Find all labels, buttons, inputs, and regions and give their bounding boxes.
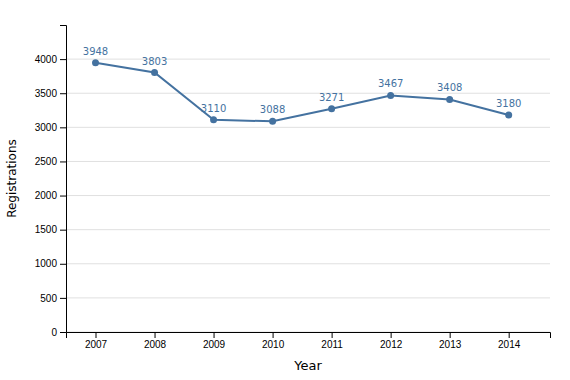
grid-line — [66, 127, 550, 128]
point — [387, 92, 394, 99]
tick-label: 2013 — [439, 339, 462, 350]
data-label: 3948 — [83, 46, 108, 57]
grid-line — [66, 263, 550, 264]
tick: 2008 — [144, 332, 167, 350]
tick: 1000 — [35, 258, 66, 269]
tick: 2500 — [35, 156, 66, 167]
tick-label: 1000 — [35, 258, 58, 269]
tick: 3000 — [35, 122, 66, 133]
point — [505, 112, 512, 119]
x-axis-title: Year — [293, 358, 322, 373]
grid-line — [66, 297, 550, 298]
grid-line — [66, 161, 550, 162]
data-labels: 3948 3803 3110 3088 3271 3467 3408 3180 — [83, 46, 522, 116]
tick: 2012 — [380, 332, 403, 350]
marks — [92, 59, 512, 125]
data-label: 3110 — [201, 103, 226, 114]
tick-label: 2009 — [203, 339, 226, 350]
x-axis: 2007 2008 2009 2010 2011 2012 2013 2014 — [67, 332, 551, 350]
tick-mark — [60, 332, 66, 333]
axis-line — [60, 26, 67, 333]
tick-label: 2011 — [321, 339, 343, 350]
grid-line — [66, 93, 550, 94]
tick: 1500 — [35, 224, 66, 235]
tick-label: 500 — [40, 293, 57, 304]
plot: 2007 2008 2009 2010 2011 2012 2013 2014 0 500 1000… — [35, 26, 551, 351]
tick: 4000 — [35, 54, 66, 65]
tick: 2014 — [498, 332, 521, 350]
tick-mark — [60, 196, 66, 197]
tick: 2011 — [321, 332, 343, 350]
point — [92, 59, 99, 66]
tick-mark — [60, 298, 66, 299]
data-label: 3088 — [260, 104, 285, 115]
tick-label: 2008 — [144, 339, 167, 350]
tick-mark — [60, 230, 66, 231]
data-label: 3803 — [142, 56, 167, 67]
tick: 3500 — [35, 88, 66, 99]
tick: 2007 — [85, 332, 108, 350]
tick: 2013 — [439, 332, 462, 350]
tick: 2000 — [35, 190, 66, 201]
tick-mark — [450, 332, 451, 338]
tick-mark — [60, 161, 66, 162]
data-label: 3467 — [378, 78, 403, 89]
tick: 0 — [51, 327, 66, 338]
tick-mark — [332, 332, 333, 338]
point — [210, 116, 217, 123]
grid-line — [66, 229, 550, 230]
y-axis-title: Registrations — [5, 139, 19, 218]
grid-line — [66, 195, 550, 196]
tick-label: 3000 — [35, 122, 58, 133]
point — [328, 105, 335, 112]
tick: 2009 — [203, 332, 226, 350]
tick-label: 2007 — [85, 339, 108, 350]
grid-line — [66, 59, 550, 60]
tick-mark — [60, 93, 66, 94]
data-label: 3180 — [496, 98, 521, 109]
tick-label: 1500 — [35, 224, 58, 235]
tick-mark — [155, 332, 156, 338]
point — [269, 118, 276, 125]
tick-mark — [273, 332, 274, 338]
y-axis: 0 500 1000 1500 2000 2500 3000 3500 4000 — [35, 26, 67, 338]
tick-label: 2500 — [35, 156, 58, 167]
chart: 2007 2008 2009 2010 2011 2012 2013 2014 0 500 1000… — [0, 0, 570, 380]
tick: 2010 — [262, 332, 285, 350]
tick-mark — [60, 127, 66, 128]
tick-mark — [96, 332, 97, 338]
tick-label: 3500 — [35, 88, 58, 99]
point — [446, 96, 453, 103]
tick-mark — [60, 59, 66, 60]
tick-label: 2012 — [380, 339, 403, 350]
tick-mark — [214, 332, 215, 338]
line — [96, 63, 509, 122]
tick-mark — [391, 332, 392, 338]
tick: 500 — [40, 293, 66, 304]
tick-label: 0 — [51, 327, 57, 338]
axis-line — [67, 333, 551, 339]
tick-label: 4000 — [35, 54, 58, 65]
data-label: 3271 — [319, 92, 344, 103]
data-label: 3408 — [437, 82, 462, 93]
tick-mark — [60, 264, 66, 265]
tick-mark — [509, 332, 510, 338]
tick-label: 2014 — [498, 339, 521, 350]
tick-label: 2010 — [262, 339, 285, 350]
point — [151, 69, 158, 76]
tick-label: 2000 — [35, 190, 58, 201]
grid — [66, 59, 550, 332]
